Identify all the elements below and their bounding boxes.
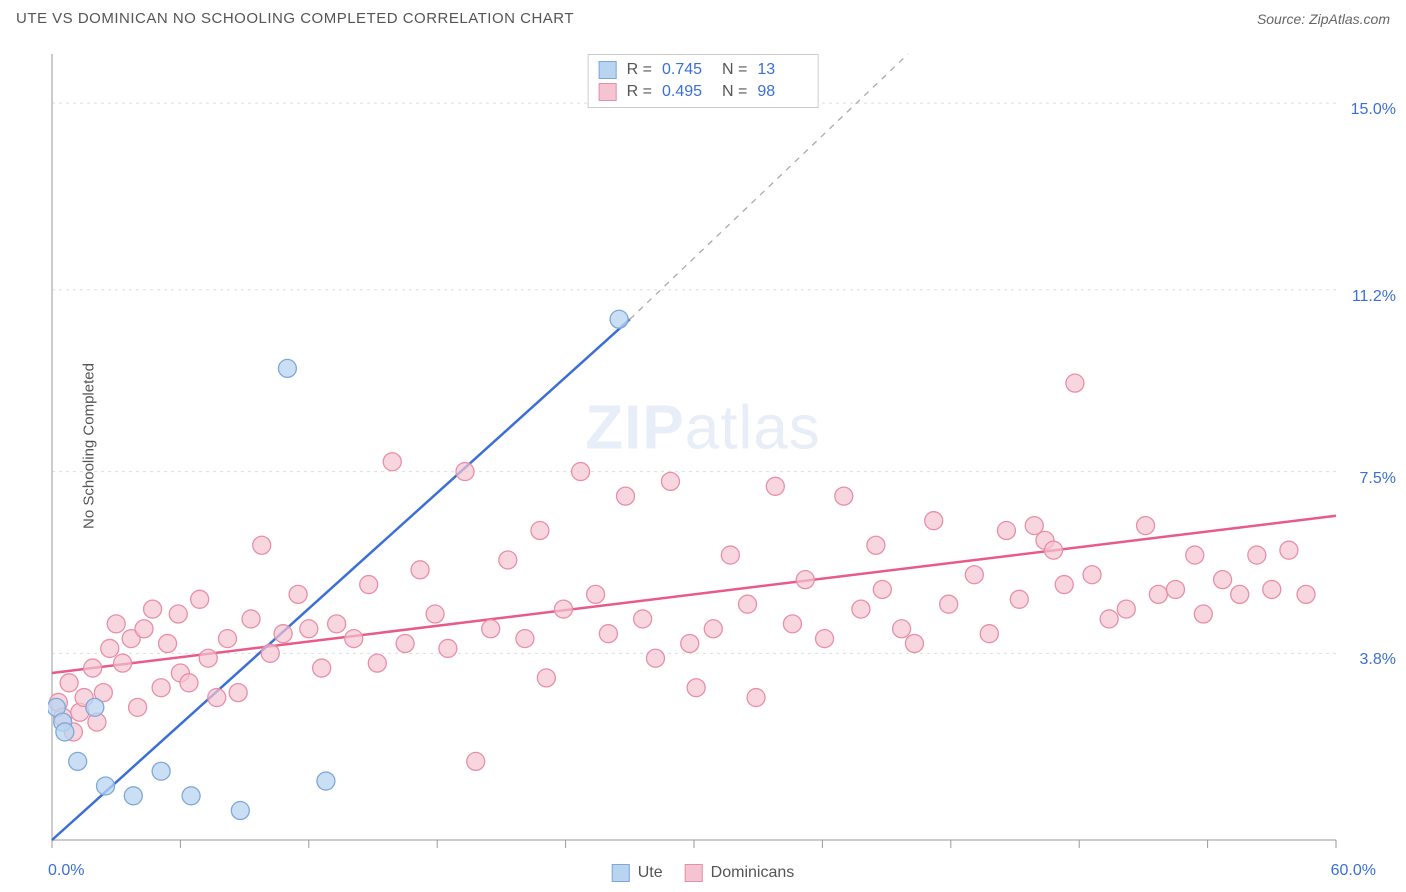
stats-box: R = 0.745 N = 13 R = 0.495 N = 98 — [588, 54, 819, 108]
series-swatch — [599, 61, 617, 79]
legend-swatch — [685, 864, 703, 882]
chart-container — [48, 50, 1340, 854]
y-axis-tick-label: 15.0% — [1351, 101, 1396, 119]
n-label: N = — [722, 61, 747, 79]
n-value: 98 — [757, 83, 807, 101]
n-label: N = — [722, 83, 747, 101]
legend: Ute Dominicans — [612, 864, 795, 882]
legend-label: Dominicans — [711, 864, 795, 882]
y-axis-tick-label: 3.8% — [1360, 651, 1396, 669]
legend-item: Dominicans — [685, 864, 795, 882]
stats-row: R = 0.495 N = 98 — [599, 81, 808, 103]
r-value: 0.745 — [662, 61, 712, 79]
y-axis-tick-label: 7.5% — [1360, 470, 1396, 488]
series-swatch — [599, 83, 617, 101]
r-label: R = — [627, 61, 652, 79]
scatter-chart — [48, 50, 1340, 854]
r-label: R = — [627, 83, 652, 101]
n-value: 13 — [757, 61, 807, 79]
chart-title: UTE VS DOMINICAN NO SCHOOLING COMPLETED … — [16, 10, 574, 27]
legend-label: Ute — [638, 864, 663, 882]
legend-item: Ute — [612, 864, 663, 882]
stats-row: R = 0.745 N = 13 — [599, 59, 808, 81]
y-axis-tick-label: 11.2% — [1352, 288, 1396, 306]
x-axis-min-label: 0.0% — [48, 862, 84, 880]
x-axis-max-label: 60.0% — [1331, 862, 1376, 880]
legend-swatch — [612, 864, 630, 882]
header: UTE VS DOMINICAN NO SCHOOLING COMPLETED … — [0, 0, 1406, 37]
r-value: 0.495 — [662, 83, 712, 101]
source-label: Source: ZipAtlas.com — [1257, 11, 1390, 27]
